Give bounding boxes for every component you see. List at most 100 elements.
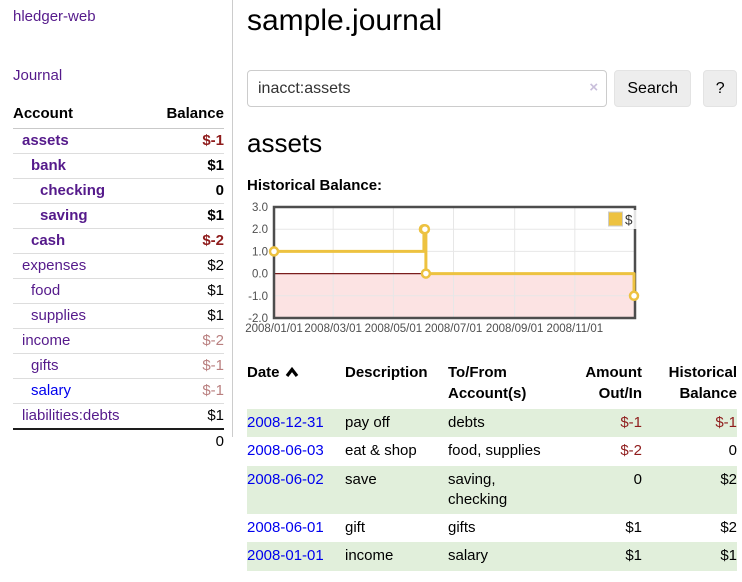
register-accounts: saving, checking <box>448 470 508 508</box>
register-accounts: debts <box>448 414 485 431</box>
svg-text:2008/11/01: 2008/11/01 <box>546 323 603 335</box>
sidebar-account-link[interactable]: liabilities:debts <box>22 407 120 424</box>
sidebar-account-balance: $-1 <box>202 132 224 149</box>
sidebar-account-balance: 0 <box>150 178 224 204</box>
accounts-header-row: Account Balance <box>13 102 224 129</box>
search-button[interactable]: Search <box>614 70 692 107</box>
account-column-header: Account <box>13 102 150 129</box>
sidebar-account-row: income $-2 <box>13 328 224 354</box>
sidebar-account-balance: $1 <box>150 303 224 329</box>
sidebar-account-link[interactable]: expenses <box>22 257 87 274</box>
svg-text:$: $ <box>625 213 633 228</box>
main-content: sample.journal × Search ? assets Histori… <box>245 0 737 571</box>
svg-text:2008/03/01: 2008/03/01 <box>304 323 362 335</box>
sidebar-account-row: cash $-2 <box>13 228 224 254</box>
chart-legend: $ <box>606 210 639 229</box>
register-date-link[interactable]: 2008-01-01 <box>247 547 324 565</box>
register-balance: 0 <box>728 442 737 460</box>
sidebar-account-row: expenses $2 <box>13 253 224 279</box>
register-row: 2008-06-01 gift gifts $1 $2 <box>247 514 737 542</box>
sidebar-account-link[interactable]: salary <box>31 382 72 399</box>
register-balance: $1 <box>720 547 737 565</box>
sidebar-account-row: checking 0 <box>13 178 224 204</box>
svg-text:2008/01/01: 2008/01/01 <box>245 323 303 335</box>
register-description: pay off <box>345 414 390 431</box>
search-input[interactable] <box>247 70 608 107</box>
sidebar-account-link[interactable]: food <box>31 282 61 299</box>
historical-balance-chart: $3.0 2.0 1.0 0.0 -1.0 -2.0 2008/01/01 2008/03/0… <box>245 202 737 336</box>
data-point <box>420 268 432 279</box>
register-date-link[interactable]: 2008-12-31 <box>247 414 324 431</box>
svg-text:2008/07/01: 2008/07/01 <box>425 323 483 335</box>
sidebar-account-row: gifts $-1 <box>13 353 224 379</box>
amount-column-header: Amount Out/In <box>585 364 642 402</box>
date-column-header[interactable]: Date <box>247 362 345 409</box>
svg-text:2008/05/01: 2008/05/01 <box>365 323 423 335</box>
svg-text:-1.0: -1.0 <box>248 291 268 303</box>
sidebar-account-link[interactable]: assets <box>22 132 69 149</box>
register-date-link[interactable]: 2008-06-02 <box>247 470 324 488</box>
help-button[interactable]: ? <box>703 70 737 107</box>
register-row: 2008-06-02 save saving, checking 0 $2 <box>247 465 737 514</box>
register-date-link[interactable]: 2008-06-03 <box>247 442 324 460</box>
register-amount: $-2 <box>620 442 642 460</box>
total-spacer <box>13 428 150 454</box>
sidebar-account-row: supplies $1 <box>13 303 224 329</box>
sidebar-account-row: bank $1 <box>13 153 224 179</box>
register-description: income <box>345 547 394 565</box>
sidebar-account-balance: $1 <box>150 403 224 429</box>
register-accounts: gifts <box>448 519 476 536</box>
svg-text:-2.0: -2.0 <box>248 313 268 325</box>
sidebar-account-balance: $1 <box>150 153 224 179</box>
accounts-total-row: 0 <box>13 428 224 454</box>
sidebar-account-link[interactable]: bank <box>31 157 67 174</box>
register-header-row: Date Description To/From Account(s) Amou… <box>247 362 737 409</box>
accounts-column-header: To/From Account(s) <box>448 364 527 402</box>
balance-column-header2: Historical Balance <box>668 364 737 402</box>
sidebar-account-balance: $1 <box>150 203 224 229</box>
sidebar-account-link[interactable]: income <box>22 332 71 349</box>
register-balance: $-1 <box>715 414 737 431</box>
chart-title: Historical Balance: <box>247 177 383 194</box>
sidebar-account-row: saving $1 <box>13 203 224 229</box>
sort-ascending-icon <box>285 366 298 377</box>
register-row: 2008-06-03 eat & shop food, supplies $-2 0 <box>247 437 737 465</box>
register-accounts: salary <box>448 547 489 565</box>
sidebar-account-row: assets $-1 <box>13 129 224 154</box>
description-column-header: Description <box>345 364 428 381</box>
register-table: Date Description To/From Account(s) Amou… <box>247 362 737 571</box>
sidebar-account-link[interactable]: saving <box>40 207 88 224</box>
register-balance: $2 <box>720 470 737 488</box>
accounts-balance-table: Account Balance assets $-1 bank $1 checking 0… <box>13 102 224 454</box>
data-point <box>268 246 280 257</box>
data-point <box>419 223 431 235</box>
page-title: sample.journal <box>247 4 443 37</box>
register-date-link[interactable]: 2008-06-01 <box>247 519 324 536</box>
sidebar-account-link[interactable]: gifts <box>31 357 59 374</box>
clear-search-icon[interactable]: × <box>589 79 599 96</box>
register-amount: $-1 <box>620 414 642 431</box>
sidebar-account-balance: $1 <box>150 278 224 304</box>
sidebar-item-journal[interactable]: Journal <box>13 67 63 84</box>
svg-text:1.0: 1.0 <box>252 246 268 258</box>
sidebar-account-link[interactable]: checking <box>40 182 106 199</box>
account-heading: assets <box>247 128 323 158</box>
register-amount: $1 <box>625 547 642 565</box>
sidebar: hledger-web Journal Account Balance asse… <box>0 0 233 454</box>
svg-text:2.0: 2.0 <box>252 224 268 236</box>
svg-text:3.0: 3.0 <box>252 202 268 214</box>
search-form: × Search ? <box>247 70 737 107</box>
data-point <box>628 290 640 302</box>
register-balance: $2 <box>720 519 737 536</box>
balance-column-header: Balance <box>150 102 224 129</box>
register-amount: $1 <box>625 519 642 536</box>
register-description: save <box>345 470 377 488</box>
brand-link[interactable]: hledger-web <box>13 8 96 25</box>
sidebar-account-row: salary $-1 <box>13 378 224 404</box>
register-row: 2008-12-31 pay off debts $-1 $-1 <box>247 409 737 438</box>
sidebar-account-link[interactable]: cash <box>31 232 66 249</box>
sidebar-account-link[interactable]: supplies <box>31 307 87 324</box>
sidebar-account-balance: $-1 <box>150 378 224 404</box>
sidebar-account-balance: $-1 <box>150 353 224 379</box>
sidebar-account-balance: $2 <box>150 253 224 279</box>
